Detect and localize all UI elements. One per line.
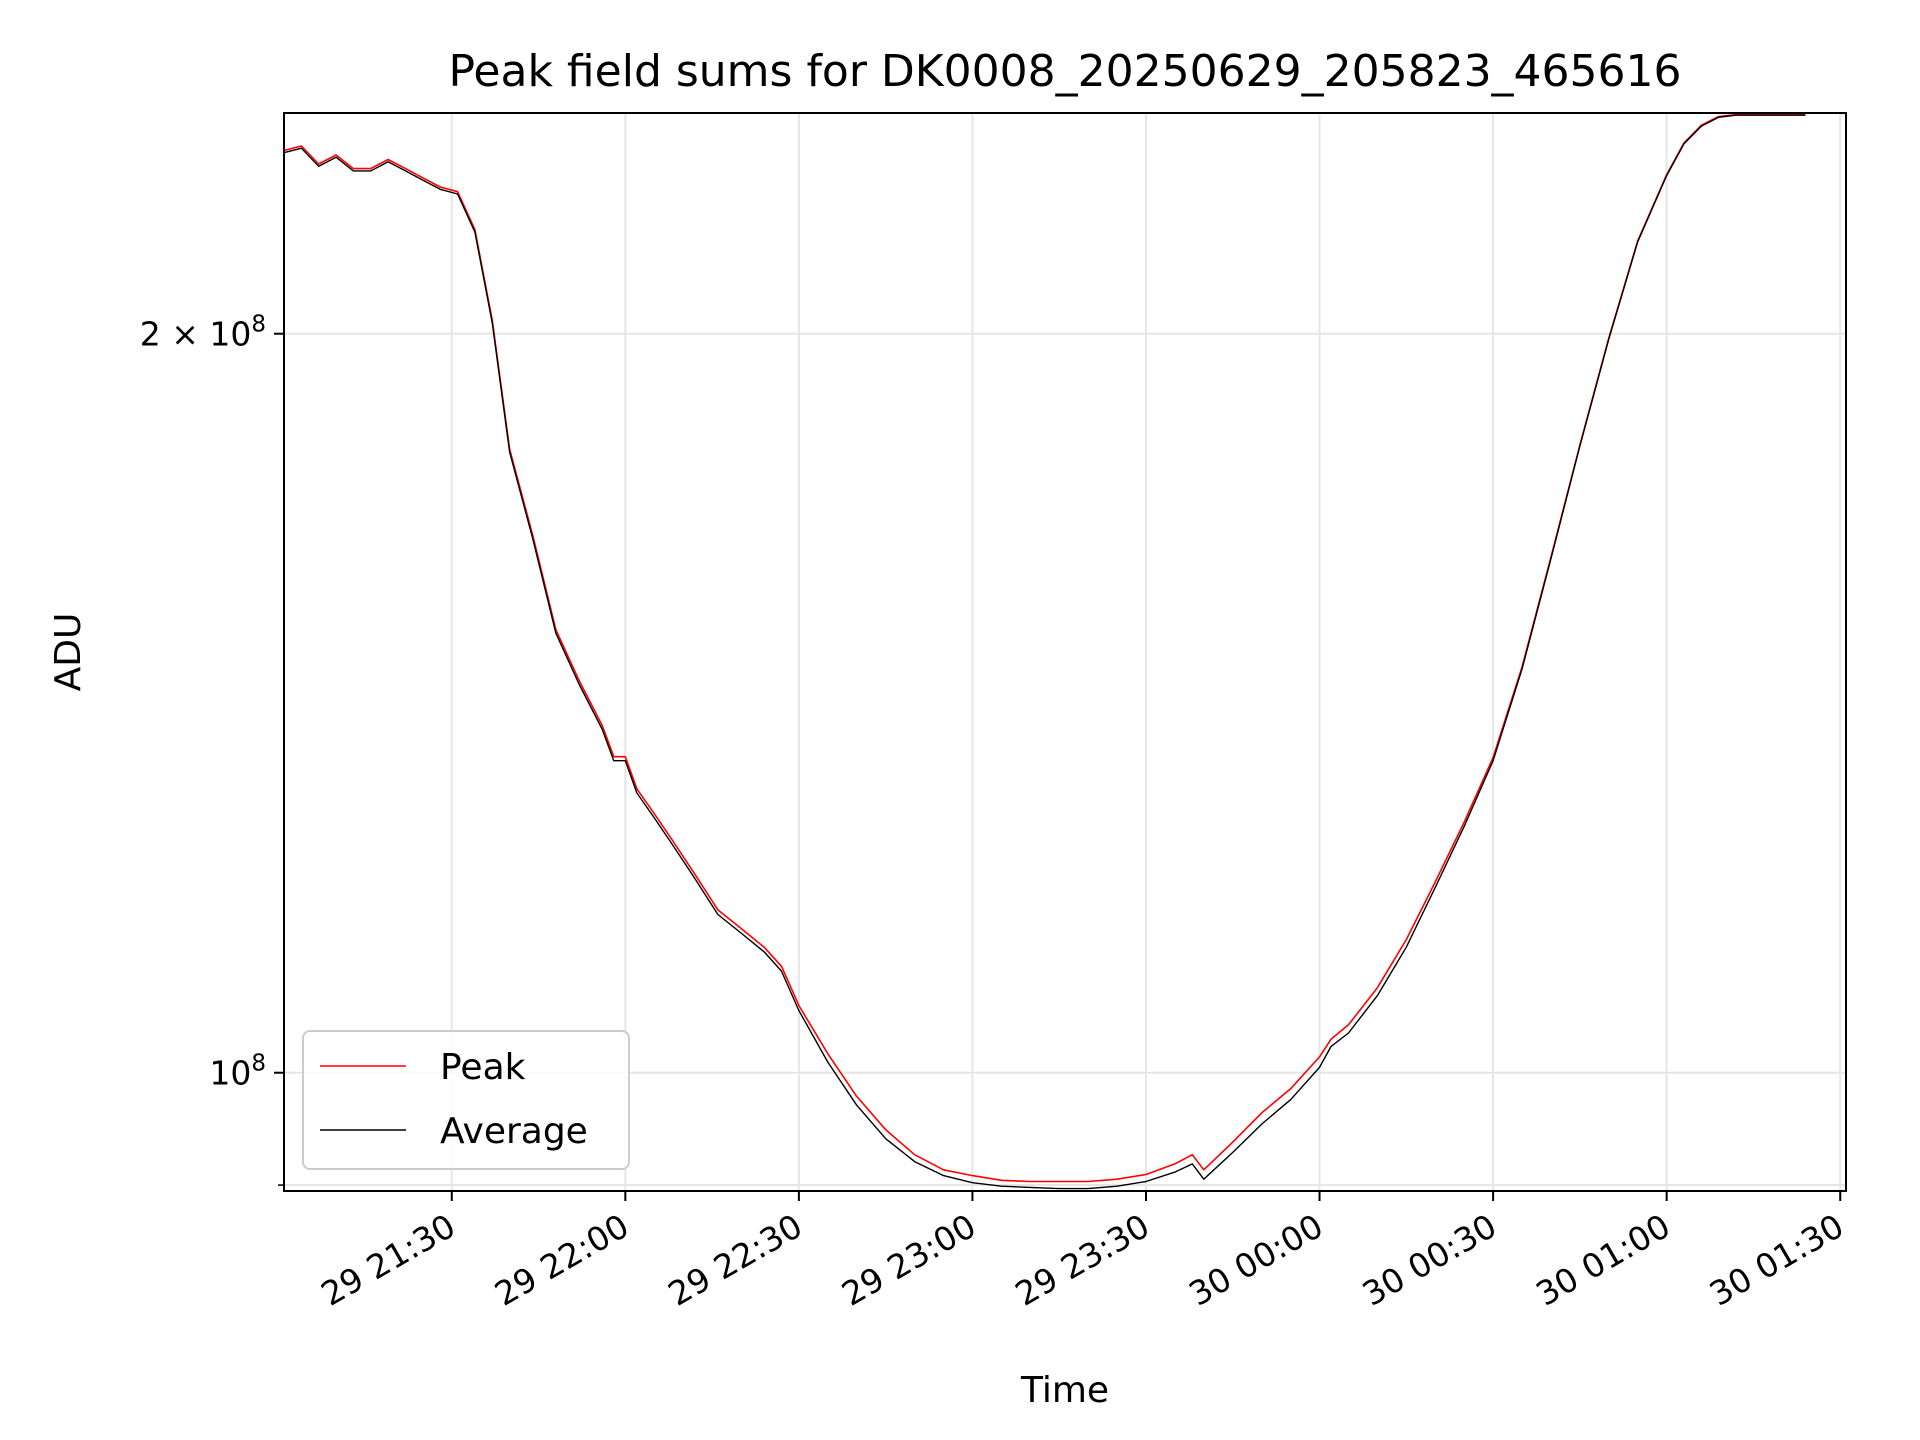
x-tick-label: 30 00:00: [1182, 1206, 1329, 1314]
chart-title: Peak field sums for DK0008_20250629_2058…: [448, 46, 1681, 97]
x-axis: 29 21:30 29 22:00 29 22:30 29 23:00 29 23:30…: [314, 1191, 1850, 1314]
y-tick-label: 108: [209, 1051, 266, 1093]
y-axis-label: ADU: [48, 613, 89, 692]
x-axis-label: Time: [1020, 1370, 1109, 1411]
x-tick-label: 29 23:00: [835, 1206, 982, 1314]
x-tick-label: 30 01:30: [1703, 1206, 1850, 1314]
y-tick-exponent: 8: [251, 312, 266, 338]
x-tick-label: 29 22:30: [662, 1206, 809, 1314]
legend-label-average: Average: [440, 1111, 588, 1152]
y-tick-label: 2 × 108: [140, 312, 266, 354]
y-tick-mantissa: 2 ×: [140, 315, 210, 354]
grid: [284, 113, 1846, 1191]
x-tick-label: 29 23:30: [1009, 1206, 1156, 1314]
x-tick-label: 29 22:00: [488, 1206, 635, 1314]
y-tick-base: 10: [209, 315, 251, 354]
legend-label-peak: Peak: [440, 1047, 526, 1088]
x-tick-label: 29 21:30: [314, 1206, 461, 1314]
series-average-line: [283, 114, 1806, 1190]
y-tick-base: 10: [209, 1054, 251, 1093]
plot-area-frame: [283, 112, 1847, 1192]
x-tick-label: 30 01:00: [1529, 1206, 1676, 1314]
y-tick-exponent: 8: [251, 1051, 266, 1077]
series-layer: [283, 113, 1806, 1190]
series-peak-line: [283, 113, 1806, 1183]
legend: Peak Average: [302, 1030, 630, 1170]
x-tick-label: 30 00:30: [1356, 1206, 1503, 1314]
